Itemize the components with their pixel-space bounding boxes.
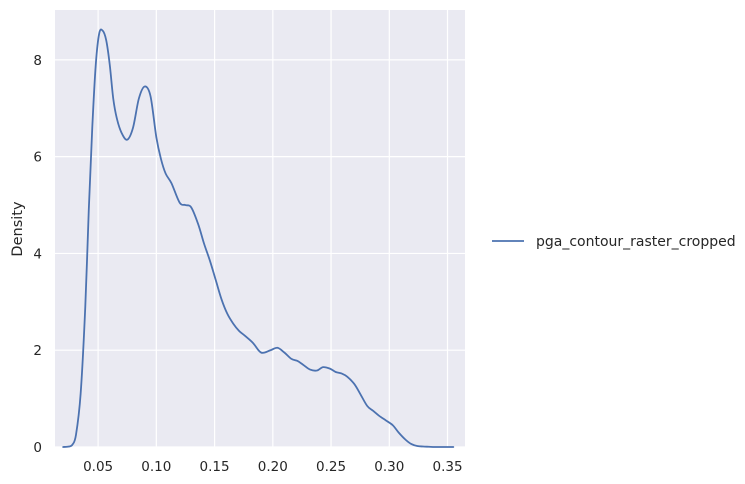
y-tick-label: 0 [33,440,42,456]
x-tick-label: 0.15 [200,459,230,475]
plot-background [55,10,465,447]
y-axis-label: Density [10,201,26,257]
y-tick-labels: 0 2 4 6 8 [33,53,42,456]
series-lines [62,28,455,448]
legend: pga_contour_raster_cropped [492,234,736,250]
y-tick-label: 6 [33,150,42,166]
x-tick-labels: 0.05 0.10 0.15 0.20 0.25 0.30 0.35 [83,459,462,475]
x-tick-label: 0.10 [141,459,171,475]
series-line [62,28,455,448]
x-tick-label: 0.20 [258,459,288,475]
legend-label: pga_contour_raster_cropped [536,234,736,250]
grid-lines [55,10,465,448]
x-tick-label: 0.30 [374,459,404,475]
x-tick-label: 0.05 [83,459,113,475]
y-tick-label: 4 [33,246,42,262]
y-tick-label: 2 [33,343,42,359]
y-tick-label: 8 [33,53,42,69]
x-tick-label: 0.35 [432,459,462,475]
x-tick-label: 0.25 [316,459,346,475]
